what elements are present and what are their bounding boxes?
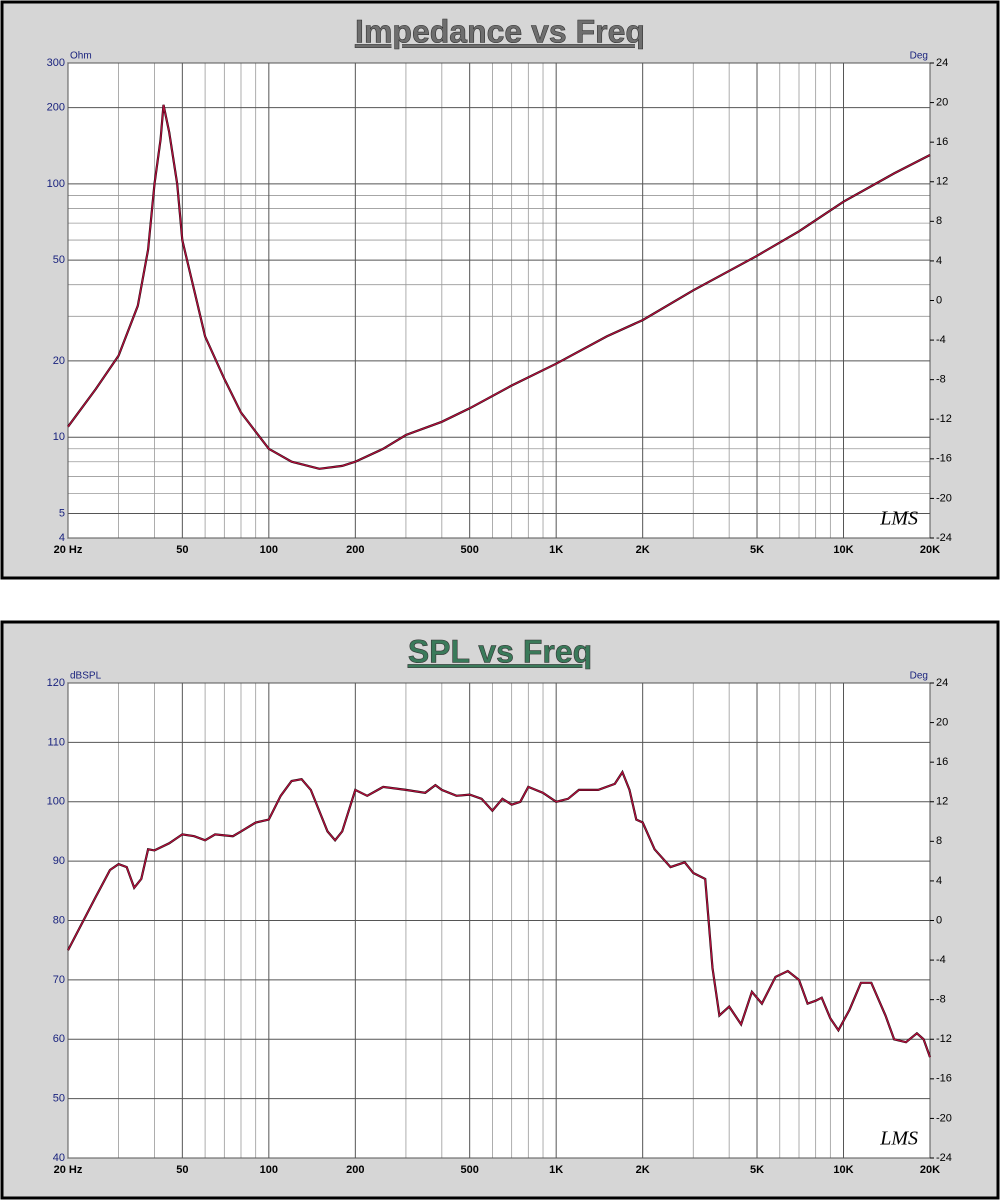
y-tick-label: 110 (47, 736, 65, 748)
y-tick-label: 20 (53, 355, 65, 367)
x-tick-label: 1K (549, 544, 563, 556)
x-tick-label: 10K (833, 544, 853, 556)
chart-title: SPL vs Freq (408, 633, 592, 669)
y-tick-label: 50 (53, 254, 65, 266)
plot-area (67, 62, 931, 539)
y-tick-label: 70 (53, 974, 65, 986)
y-tick-label: 60 (53, 1033, 65, 1045)
chart-title: Impedance vs Freq (355, 13, 645, 49)
x-tick-label: 100 (260, 544, 278, 556)
watermark: LMS (879, 508, 918, 530)
y2-tick-label: -4 (936, 334, 946, 346)
y-tick-label: 120 (47, 677, 65, 689)
y2-tick-label: 20 (936, 96, 948, 108)
x-tick-label: 2K (636, 544, 650, 556)
x-tick-label: 5K (750, 544, 764, 556)
x-tick-label: 200 (346, 1164, 364, 1176)
y-tick-label: 90 (53, 855, 65, 867)
watermark: LMS (879, 1128, 918, 1150)
y-tick-label: 10 (53, 431, 65, 443)
x-tick-label: 5K (750, 1164, 764, 1176)
y2-tick-label: 16 (936, 136, 948, 148)
x-tick-label: 50 (176, 544, 188, 556)
y-tick-label: 40 (53, 1152, 65, 1164)
y-tick-label: 300 (47, 57, 65, 69)
x-tick-label: 20 Hz (54, 544, 83, 556)
y2-tick-label: 0 (936, 294, 942, 306)
y2-tick-label: 12 (936, 176, 948, 188)
y2-tick-label: -20 (936, 1112, 952, 1124)
y-tick-label: 100 (47, 178, 65, 190)
x-tick-label: 10K (833, 1164, 853, 1176)
y2-tick-label: -4 (936, 954, 946, 966)
y-axis-label: Ohm (70, 51, 92, 62)
y2-tick-label: -16 (936, 453, 952, 465)
x-tick-label: 20 Hz (54, 1164, 83, 1176)
y2-tick-label: -20 (936, 492, 952, 504)
y-tick-label: 80 (53, 914, 65, 926)
curve (67, 104, 931, 470)
y2-tick-label: 20 (936, 716, 948, 728)
y2-axis-label: Deg (910, 51, 928, 62)
y2-tick-label: 24 (936, 677, 948, 689)
x-tick-label: 2K (636, 1164, 650, 1176)
x-tick-label: 200 (346, 544, 364, 556)
y2-tick-label: -8 (936, 374, 946, 386)
y2-tick-label: -24 (936, 532, 952, 544)
y-tick-label: 4 (59, 532, 65, 544)
x-tick-label: 1K (549, 1164, 563, 1176)
curve (67, 770, 931, 1058)
y2-axis-label: Deg (910, 671, 928, 682)
x-tick-label: 500 (460, 1164, 478, 1176)
y-tick-label: 200 (47, 102, 65, 114)
y-tick-label: 50 (53, 1093, 65, 1105)
y2-tick-label: -12 (936, 413, 952, 425)
y2-tick-label: 0 (936, 914, 942, 926)
y2-tick-label: 16 (936, 756, 948, 768)
y2-tick-label: -16 (936, 1073, 952, 1085)
y2-tick-label: 12 (936, 796, 948, 808)
x-tick-label: 500 (460, 544, 478, 556)
y-axis-label: dBSPL (70, 671, 102, 682)
x-tick-label: 50 (176, 1164, 188, 1176)
y2-tick-label: -12 (936, 1033, 952, 1045)
x-tick-label: 20K (920, 1164, 940, 1176)
y2-tick-label: 8 (936, 835, 942, 847)
y-tick-label: 100 (47, 796, 65, 808)
x-tick-label: 20K (920, 544, 940, 556)
y2-tick-label: 4 (936, 255, 942, 267)
y-tick-label: 5 (59, 507, 65, 519)
y2-tick-label: 4 (936, 875, 942, 887)
y2-tick-label: -24 (936, 1152, 952, 1164)
y2-tick-label: -8 (936, 994, 946, 1006)
x-tick-label: 100 (260, 1164, 278, 1176)
y2-tick-label: 24 (936, 57, 948, 69)
y2-tick-label: 8 (936, 215, 942, 227)
